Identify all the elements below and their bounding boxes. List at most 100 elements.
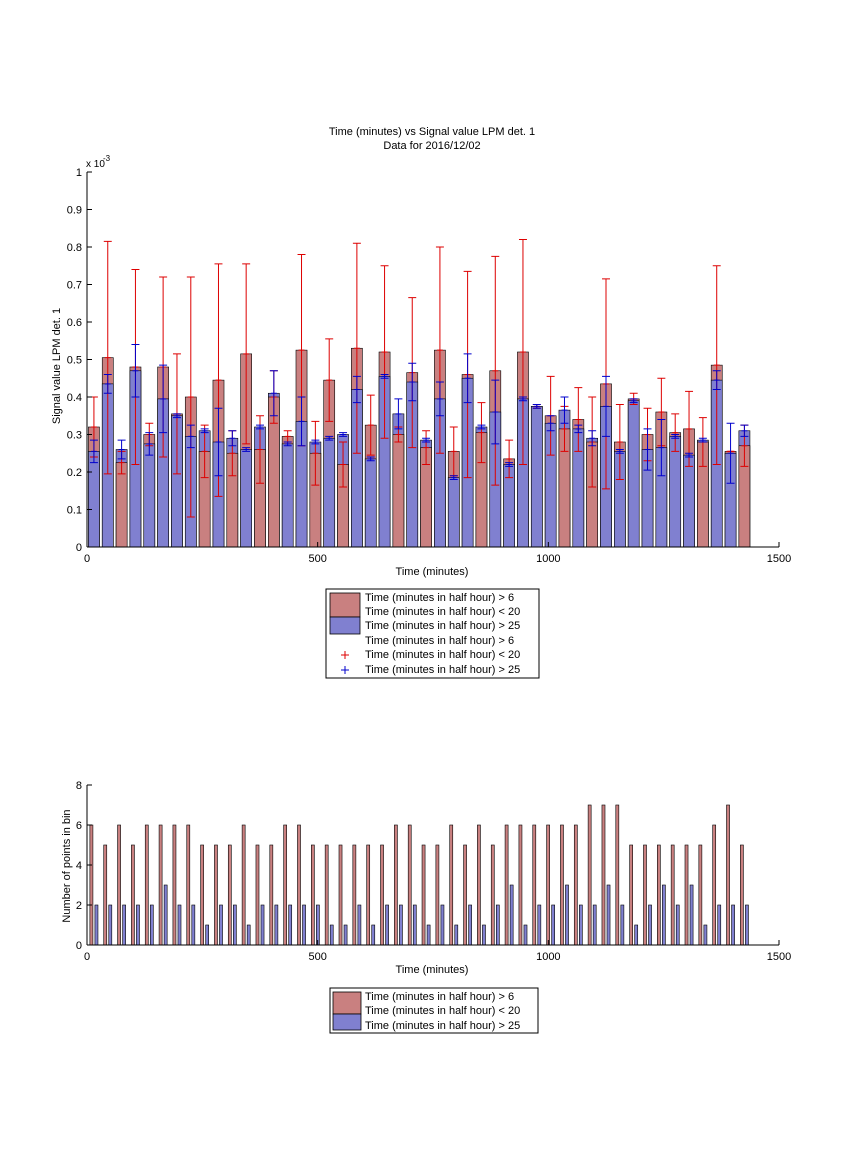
bar [323,437,336,548]
count-bar [440,904,445,946]
error-bar [546,415,555,432]
error-bar [380,374,389,379]
count-bar [698,844,703,946]
count-bar [675,904,680,946]
legend: Time (minutes in half hour) > 6 Time (mi… [329,987,539,1034]
error-bar [491,255,500,486]
count-bar [726,804,730,946]
legend-entry: Time (minutes in half hour) > 6 [365,635,514,647]
bar [143,443,156,548]
count-bar [89,824,94,946]
count-bar [426,924,431,946]
count-bar [316,904,320,946]
error-bar [602,375,610,437]
count-bar [117,824,121,946]
count-bar [191,904,196,946]
y-tick-label: 4 [76,860,82,872]
x-tick-label: 1000 [536,553,560,565]
count-bar [269,844,274,946]
y-axis-ticks: 0 2 4 6 8 [76,780,92,952]
count-bar [103,844,108,946]
error-bar [477,424,486,430]
error-bar [712,370,721,390]
count-bar [454,924,459,946]
count-bar [394,824,398,946]
count-bar [551,904,555,946]
count-bar [745,904,749,946]
y-exponent-power: -3 [103,154,111,163]
error-bar [740,424,749,437]
count-bar [144,824,149,946]
bar [364,458,377,548]
error-bar [574,387,583,452]
error-bar [242,263,251,445]
error-bar [269,370,278,417]
y-exponent-label: x 10 -3 [86,154,111,170]
y-tick-label: 0.2 [67,467,82,479]
error-bar [685,452,694,458]
error-bar [339,432,348,437]
y-tick-label: 0.7 [67,280,82,292]
count-bar [615,804,620,946]
count-bar [560,824,564,946]
count-bar [177,904,182,946]
count-bar [449,824,454,946]
legend-marker-blue [341,666,349,674]
legend-marker-red [341,651,349,659]
count-bar [587,804,592,946]
count-bar [412,904,417,946]
count-chart: 0 2 4 6 8 0 500 1000 1500 Time (minutes) Number… [61,780,791,1034]
x-tick-label: 1500 [767,951,791,963]
x-tick-label: 500 [308,553,326,565]
count-bar [731,904,735,946]
y-tick-label: 6 [76,820,82,832]
count-bar [311,844,315,946]
legend-box [329,987,539,1034]
count-bar [717,904,722,946]
count-bar [283,824,287,946]
count-bar [385,904,389,946]
count-bar [648,904,652,946]
error-bar [131,344,140,398]
error-bar [505,462,514,467]
error-bar [352,242,361,454]
error-bar [671,413,680,452]
error-bar [394,398,403,430]
error-bar [422,437,431,443]
error-bar [615,449,624,454]
count-bar [214,844,218,946]
x-tick-label: 1000 [536,951,560,963]
count-bar [255,844,260,946]
count-bar [606,884,611,946]
legend-swatch-red [332,991,362,1015]
legend-entry: Time (minutes in half hour) > 25 [365,1020,520,1032]
error-bar [145,432,154,456]
error-bar [228,430,237,447]
error-bar [408,362,417,402]
y-tick-label: 0.6 [67,317,82,329]
count-bar [495,904,500,946]
bar [669,436,682,548]
count-bar [343,924,348,946]
count-bar [532,824,537,946]
error-bar [463,353,472,404]
y-tick-label: 8 [76,780,82,792]
x-tick-label: 500 [308,951,326,963]
count-bar [592,904,597,946]
error-bar [698,437,707,443]
error-bar [200,424,209,479]
error-bar [352,375,361,404]
count-bar [149,904,154,946]
bar [530,406,543,548]
count-bar [634,924,639,946]
count-bar [657,844,661,946]
count-bar [421,844,426,946]
x-tick-label: 1500 [767,553,791,565]
error-bar [200,428,209,434]
count-bar [172,824,177,946]
error-bar [242,447,251,452]
count-bar [537,904,542,946]
count-bar [246,924,251,946]
error-bar [518,396,527,402]
